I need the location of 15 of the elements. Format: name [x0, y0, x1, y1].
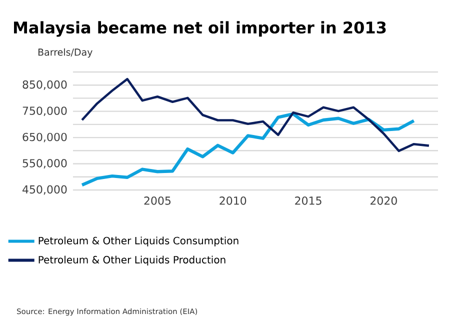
x-tick-label: 2015: [295, 196, 322, 205]
x-tick-label: 2005: [144, 196, 170, 205]
y-tick-label: 650,000: [22, 132, 67, 142]
y-tick-label: 450,000: [22, 185, 67, 195]
x-tick-label: 2010: [220, 196, 246, 205]
legend-label: Petroleum & Other Liquids Consumption: [38, 236, 238, 246]
line-series: [80, 78, 430, 152]
y-axis-title: Barrels/Day: [38, 48, 92, 58]
y-tick-label: 750,000: [22, 106, 67, 116]
y-tick-label: 550,000: [22, 159, 67, 168]
line-series: [80, 112, 416, 187]
y-tick-label: 850,000: [22, 80, 67, 90]
legend-label: Petroleum & Other Liquids Production: [38, 256, 226, 266]
x-tick-label: 2020: [370, 196, 397, 205]
chart-title: Malaysia became net oil importer in 2013: [14, 21, 386, 37]
